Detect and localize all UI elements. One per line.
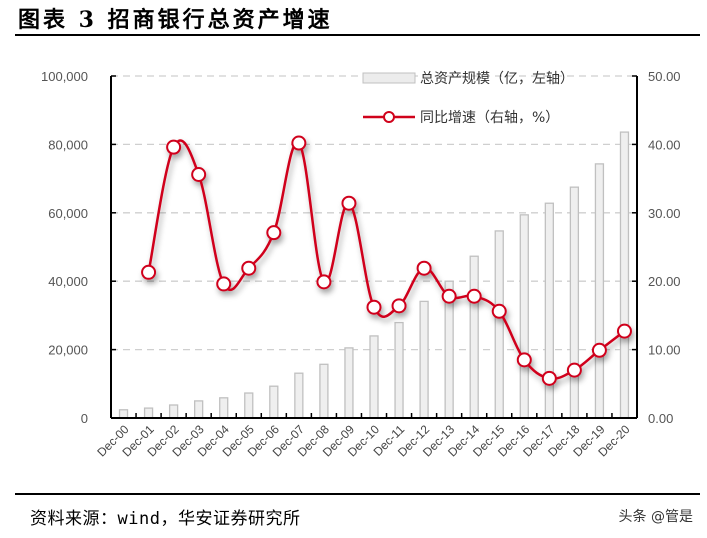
line-marker [341,195,357,211]
line-marker [141,264,157,280]
left-tick-label: 100,000 [41,69,88,84]
bar [469,255,479,419]
bar [594,163,605,419]
legend-line-label: 同比增速（右轴，%） [420,110,559,126]
bar [219,397,229,419]
bar [569,186,580,419]
bar [494,230,504,419]
title-rule [15,34,700,36]
left-tick-label: 0 [81,411,88,426]
legend: 总资产规模（亿，左轴） 同比增速（右轴，%） [362,71,574,126]
left-tick-label: 80,000 [48,137,88,152]
left-tick-label: 20,000 [48,343,88,358]
line-marker [491,303,507,319]
bar [194,400,204,419]
line-marker [191,166,207,182]
bar [419,300,429,419]
legend-marker-icon [383,111,395,123]
bar [143,407,154,419]
bar [269,385,279,419]
line-marker [166,139,182,155]
x-axis-labels: Dec-00Dec-01Dec-02Dec-03Dec-04Dec-05Dec-… [94,422,632,459]
bar [319,363,329,419]
bar [294,372,304,419]
right-axis-ticks: 0.00 10.00 20.00 30.00 40.00 50.00 [648,69,681,426]
line-series [141,135,632,386]
left-tick-label: 40,000 [48,274,88,289]
figure-title: 图表 3 招商银行总资产增速 [18,7,333,33]
watermark: 头条 @管是 [618,509,693,525]
line-marker [616,323,632,339]
line-marker [266,225,282,241]
right-tick-label: 0.00 [648,411,673,426]
chart: 0 20,000 40,000 60,000 80,000 100,000 0.00 10.… [41,69,681,459]
right-tick-label: 30.00 [648,206,681,221]
bar [394,321,404,419]
line-marker [441,288,457,304]
bar [244,392,254,419]
line-marker [366,299,382,315]
line-marker [416,260,432,276]
line-marker [516,352,532,368]
line-marker [566,362,582,378]
left-axis-ticks: 0 20,000 40,000 60,000 80,000 100,000 [41,69,88,426]
legend-bar-label: 总资产规模（亿，左轴） [420,71,574,87]
right-tick-label: 40.00 [648,137,681,152]
line-marker [391,298,407,314]
source-rule [15,493,700,495]
line-marker [466,288,482,304]
line-marker [316,274,332,290]
bar [118,409,129,419]
source-note: 资料来源：wind，华安证券研究所 [30,509,301,529]
axes [110,75,638,419]
bar [519,214,529,419]
legend-bar-swatch [362,72,416,84]
bar [344,347,354,419]
bar [369,335,379,419]
bar-series [118,131,630,419]
bar [619,131,630,419]
growth-line [147,139,626,380]
line-marker [541,370,557,386]
right-tick-label: 10.00 [648,343,681,358]
left-tick-label: 60,000 [48,206,88,221]
bar [168,404,179,419]
line-marker [241,260,257,276]
line-marker [216,276,232,292]
line-marker [291,135,307,151]
right-tick-label: 50.00 [648,69,681,84]
right-tick-label: 20.00 [648,274,681,289]
line-marker [591,342,607,358]
